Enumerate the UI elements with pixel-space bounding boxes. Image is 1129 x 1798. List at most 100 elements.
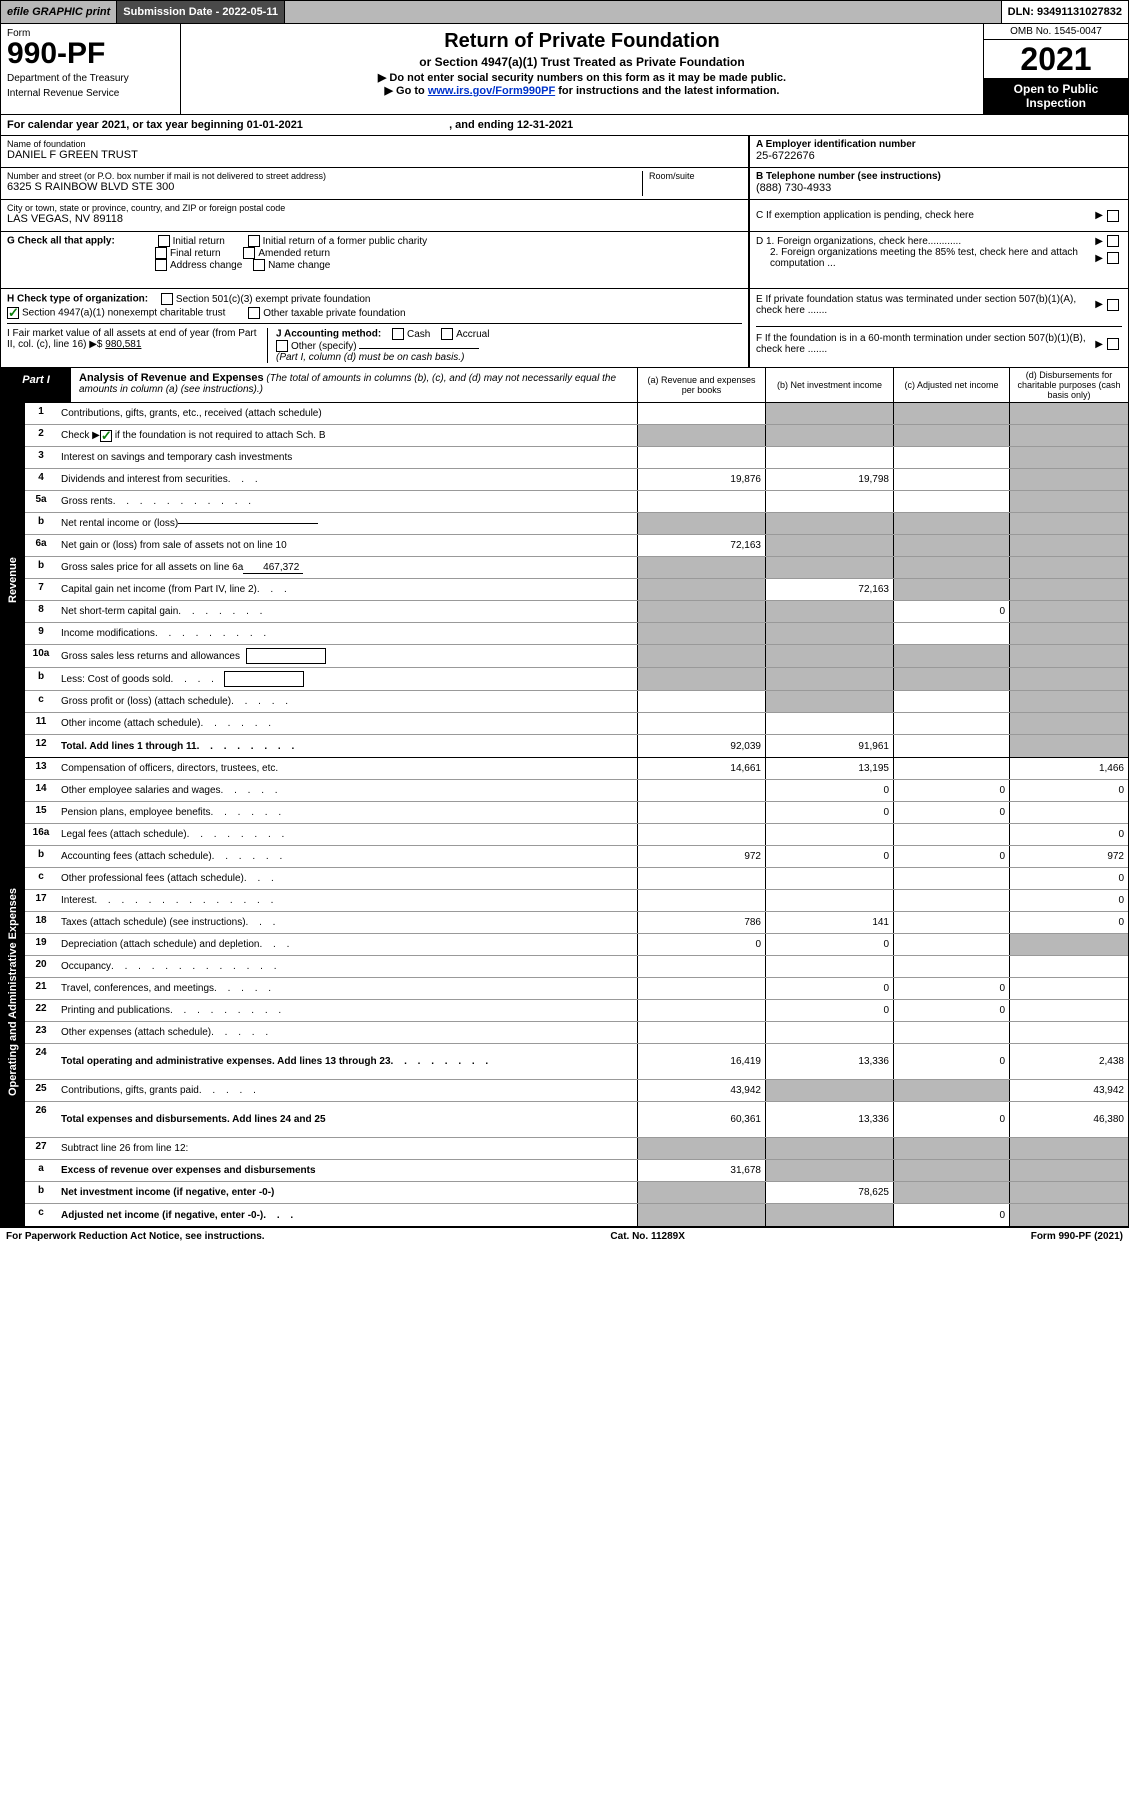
cell-c xyxy=(893,758,1009,779)
cell-b: 0 xyxy=(765,1000,893,1021)
chk-name-change[interactable] xyxy=(253,259,265,271)
chk-e[interactable] xyxy=(1107,299,1119,311)
header-center: Return of Private Foundation or Section … xyxy=(181,24,983,114)
phone: (888) 730-4933 xyxy=(756,182,831,194)
cell-a xyxy=(637,780,765,801)
chk-d1[interactable] xyxy=(1107,235,1119,247)
cell-c xyxy=(893,1138,1009,1159)
cell-c xyxy=(893,956,1009,977)
cell-b xyxy=(765,668,893,690)
chk-addr-change[interactable] xyxy=(155,259,167,271)
open-public-badge: Open to Public Inspection xyxy=(984,78,1128,114)
row-13: 13 Compensation of officers, directors, … xyxy=(25,758,1128,780)
cell-c xyxy=(893,668,1009,690)
expenses-table: Operating and Administrative Expenses 13… xyxy=(0,758,1129,1227)
col-c-header: (c) Adjusted net income xyxy=(893,368,1009,402)
row-21: 21 Travel, conferences, and meetings . .… xyxy=(25,978,1128,1000)
line-label: Pension plans, employee benefits . . . .… xyxy=(57,802,637,823)
cell-c xyxy=(893,691,1009,712)
cell-a xyxy=(637,802,765,823)
line-label: Excess of revenue over expenses and disb… xyxy=(57,1160,637,1181)
line-label: Contributions, gifts, grants paid . . . … xyxy=(57,1080,637,1101)
cell-a xyxy=(637,691,765,712)
cell-a xyxy=(637,601,765,622)
h-label: H Check type of organization: xyxy=(7,294,148,305)
foundation-name: DANIEL F GREEN TRUST xyxy=(7,149,742,161)
line-label: Total operating and administrative expen… xyxy=(57,1044,637,1079)
ein-label: A Employer identification number xyxy=(756,139,916,150)
efile-print-button[interactable]: efile GRAPHIC print xyxy=(1,1,117,23)
form990pf-link[interactable]: www.irs.gov/Form990PF xyxy=(428,85,555,97)
chk-initial-return[interactable] xyxy=(158,235,170,247)
cell-b: 0 xyxy=(765,978,893,999)
cell-c: 0 xyxy=(893,780,1009,801)
cell-a xyxy=(637,447,765,468)
gross-sales-val: 467,372 xyxy=(243,562,303,574)
g-check-cell: G Check all that apply: Initial return I… xyxy=(1,232,748,288)
cell-d xyxy=(1009,735,1128,757)
chk-j-cash[interactable] xyxy=(392,328,404,340)
f-label: F If the foundation is in a 60-month ter… xyxy=(756,333,1095,355)
phone-label: B Telephone number (see instructions) xyxy=(756,171,941,182)
row-27c: c Adjusted net income (if negative, ente… xyxy=(25,1204,1128,1226)
chk-f[interactable] xyxy=(1107,338,1119,350)
note-ssn: ▶ Do not enter social security numbers o… xyxy=(187,71,977,84)
footer-left: For Paperwork Reduction Act Notice, see … xyxy=(6,1231,265,1242)
cell-c xyxy=(893,1022,1009,1043)
city: LAS VEGAS, NV 89118 xyxy=(7,213,742,225)
row-10a: 10a Gross sales less returns and allowan… xyxy=(25,645,1128,668)
cell-a xyxy=(637,491,765,512)
line-label: Net gain or (loss) from sale of assets n… xyxy=(57,535,637,556)
line-label: Depreciation (attach schedule) and deple… xyxy=(57,934,637,955)
line-label: Legal fees (attach schedule) . . . . . .… xyxy=(57,824,637,845)
submission-date: Submission Date - 2022-05-11 xyxy=(117,1,285,23)
city-cell: City or town, state or province, country… xyxy=(1,200,748,232)
foundation-name-cell: Name of foundation DANIEL F GREEN TRUST xyxy=(1,136,748,168)
dln: DLN: 93491131027832 xyxy=(1002,1,1128,23)
line-no: 25 xyxy=(25,1080,57,1101)
chk-schb[interactable] xyxy=(100,430,112,442)
row-5b: b Net rental income or (loss) xyxy=(25,513,1128,535)
line-no: 22 xyxy=(25,1000,57,1021)
j-other: Other (specify) xyxy=(291,341,357,352)
chk-h-4947[interactable] xyxy=(7,307,19,319)
header-left: Form 990-PF Department of the Treasury I… xyxy=(1,24,181,114)
chk-initial-former[interactable] xyxy=(248,235,260,247)
line-label: Accounting fees (attach schedule) . . . … xyxy=(57,846,637,867)
cell-a xyxy=(637,513,765,534)
chk-final-return[interactable] xyxy=(155,247,167,259)
cell-c xyxy=(893,1080,1009,1101)
chk-c[interactable] xyxy=(1107,210,1119,222)
hj-left: H Check type of organization: Section 50… xyxy=(1,289,748,367)
cell-a xyxy=(637,645,765,667)
line-no: 20 xyxy=(25,956,57,977)
chk-d2[interactable] xyxy=(1107,252,1119,264)
cell-a xyxy=(637,1182,765,1203)
line-no: 1 xyxy=(25,403,57,424)
chk-j-other[interactable] xyxy=(276,340,288,352)
footer-right: Form 990-PF (2021) xyxy=(1031,1231,1123,1242)
line-no: b xyxy=(25,668,57,690)
chk-amended[interactable] xyxy=(243,247,255,259)
opt-amended: Amended return xyxy=(258,248,330,259)
cell-b: 78,625 xyxy=(765,1182,893,1203)
omb-number: OMB No. 1545-0047 xyxy=(984,24,1128,40)
return-subtitle: or Section 4947(a)(1) Trust Treated as P… xyxy=(187,55,977,69)
city-label: City or town, state or province, country… xyxy=(7,203,742,213)
cell-d xyxy=(1009,956,1128,977)
cell-c xyxy=(893,868,1009,889)
line-no: 9 xyxy=(25,623,57,644)
cell-b xyxy=(765,868,893,889)
row-4: 4 Dividends and interest from securities… xyxy=(25,469,1128,491)
row-6a: 6a Net gain or (loss) from sale of asset… xyxy=(25,535,1128,557)
dept-irs: Internal Revenue Service xyxy=(7,88,174,99)
cell-c xyxy=(893,447,1009,468)
cell-c xyxy=(893,557,1009,578)
cell-b xyxy=(765,557,893,578)
cell-d xyxy=(1009,691,1128,712)
row-7: 7 Capital gain net income (from Part IV,… xyxy=(25,579,1128,601)
chk-h-other[interactable] xyxy=(248,307,260,319)
chk-h-501[interactable] xyxy=(161,293,173,305)
chk-j-accrual[interactable] xyxy=(441,328,453,340)
r2-post: if the foundation is not required to att… xyxy=(115,430,326,441)
